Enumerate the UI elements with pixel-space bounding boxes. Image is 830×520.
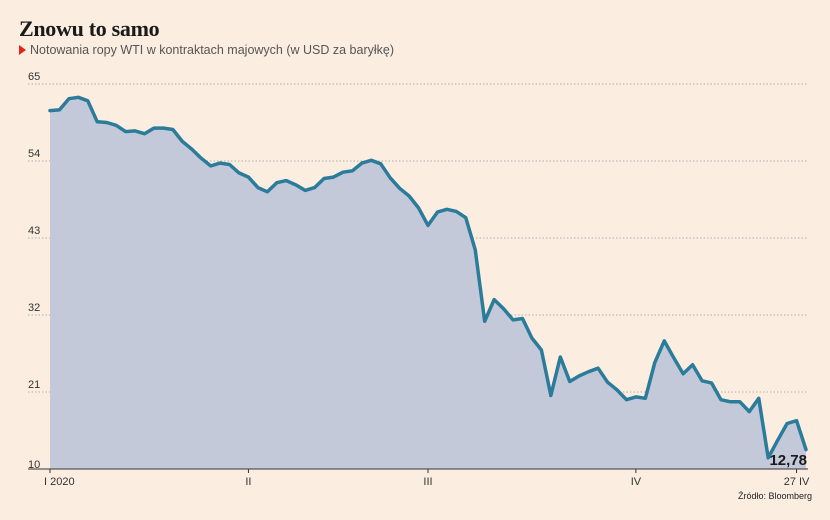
x-tick-label: IV (631, 476, 642, 488)
chart-title: Znowu to samo (19, 16, 160, 41)
x-tick-label: 27 IV (784, 476, 810, 488)
y-tick-label: 54 (28, 148, 40, 160)
y-tick-label: 21 (28, 379, 40, 391)
y-tick-label: 10 (28, 459, 40, 471)
x-tick-label: II (245, 476, 251, 488)
y-tick-label: 43 (28, 225, 40, 237)
y-tick-label: 32 (28, 302, 40, 314)
x-tick-label: I 2020 (44, 476, 75, 488)
red-triangle-marker-icon (19, 45, 26, 55)
area-fill (50, 97, 806, 470)
series-line (48, 95, 808, 460)
last-value-label: 12,78 (769, 452, 807, 469)
x-tick-label: III (423, 476, 432, 488)
source-note: Źródło: Bloomberg (737, 491, 812, 501)
y-tick-label: 65 (28, 71, 40, 83)
chart-subtitle: Notowania ropy WTI w kontraktach majowyc… (19, 43, 394, 57)
subtitle-text: Notowania ropy WTI w kontraktach majowyc… (30, 43, 395, 57)
